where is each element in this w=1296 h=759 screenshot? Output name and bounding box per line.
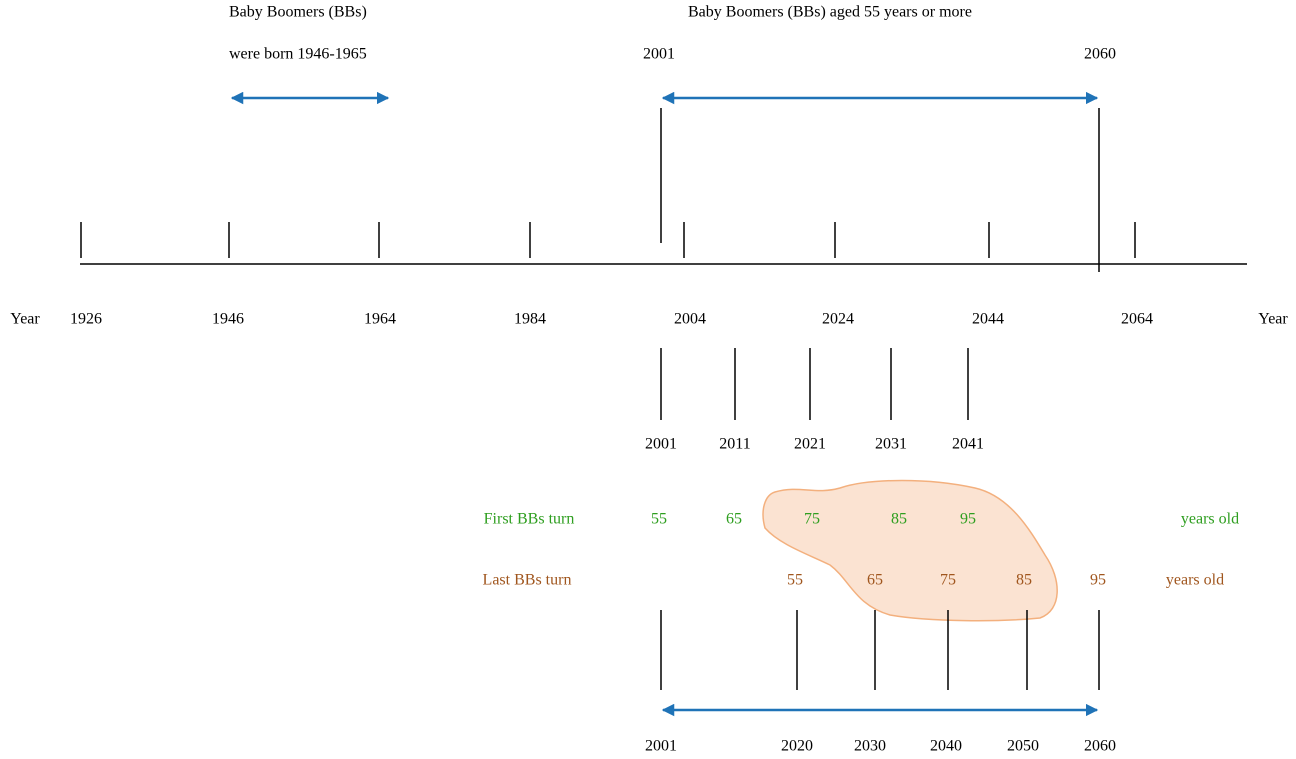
axis-label: Year: [10, 311, 40, 328]
aged-start: 2001: [643, 46, 675, 63]
year-label: 2004: [674, 311, 706, 328]
row-suffix: years old: [1166, 572, 1224, 589]
milestone-label: 2011: [719, 436, 750, 453]
year-label: 1964: [364, 311, 396, 328]
age-label: 75: [940, 572, 956, 589]
year-label: 2044: [972, 311, 1004, 328]
age-label: 95: [1090, 572, 1106, 589]
bottom-year: 2040: [930, 738, 962, 755]
age-label: 85: [891, 511, 907, 528]
year-label: 1926: [70, 311, 102, 328]
bottom-year: 2020: [781, 738, 813, 755]
age-label: 95: [960, 511, 976, 528]
bottom-year: 2001: [645, 738, 677, 755]
milestone-label: 2031: [875, 436, 907, 453]
age-label: 75: [804, 511, 820, 528]
year-label: 1946: [212, 311, 244, 328]
year-label: 2064: [1121, 311, 1153, 328]
highlight-blob: [762, 479, 1058, 622]
bottom-year: 2060: [1084, 738, 1116, 755]
born-range: were born 1946-1965: [229, 46, 367, 63]
row-label: First BBs turn: [484, 511, 575, 528]
aged-title: Baby Boomers (BBs) aged 55 years or more: [688, 4, 972, 21]
age-label: 65: [867, 572, 883, 589]
aged-end: 2060: [1084, 46, 1116, 63]
milestone-label: 2041: [952, 436, 984, 453]
year-label: 2024: [822, 311, 854, 328]
axis-label: Year: [1258, 311, 1288, 328]
age-label: 85: [1016, 572, 1032, 589]
row-suffix: years old: [1181, 511, 1239, 528]
year-label: 1984: [514, 311, 546, 328]
age-label: 65: [726, 511, 742, 528]
age-label: 55: [651, 511, 667, 528]
row-label: Last BBs turn: [483, 572, 572, 589]
bottom-year: 2050: [1007, 738, 1039, 755]
age-label: 55: [787, 572, 803, 589]
bottom-year: 2030: [854, 738, 886, 755]
born-title: Baby Boomers (BBs): [229, 4, 367, 21]
milestone-label: 2021: [794, 436, 826, 453]
milestone-label: 2001: [645, 436, 677, 453]
